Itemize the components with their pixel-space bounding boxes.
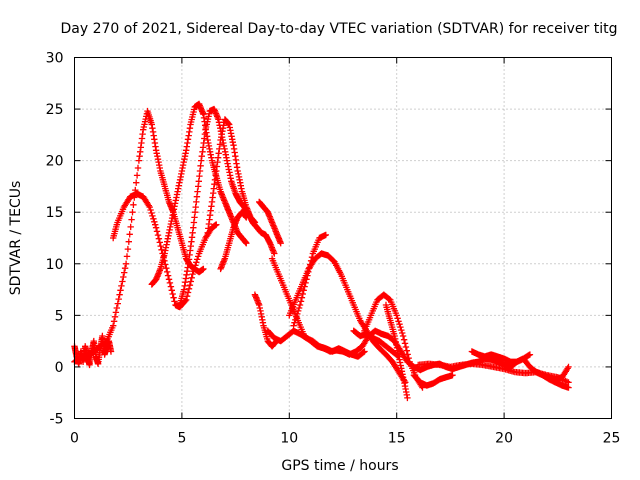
x-tick-label: 10	[280, 431, 298, 447]
axis-ticks	[74, 57, 612, 419]
y-tick-label: 0	[55, 360, 64, 376]
series-track-p	[256, 198, 284, 247]
data-point-markers	[290, 231, 329, 329]
series-track-r	[350, 327, 402, 360]
y-tick-label: -5	[50, 412, 64, 428]
series-track-t	[533, 368, 572, 391]
x-axis-label: GPS time / hours	[281, 458, 398, 474]
series-track-o	[251, 291, 280, 350]
y-tick-label: 10	[46, 257, 64, 273]
y-tick-label: 15	[46, 205, 64, 221]
y-tick-label: 30	[46, 51, 64, 67]
chart-title: Day 270 of 2021, Sidereal Day-to-day VTE…	[61, 21, 618, 37]
series-track-f	[217, 209, 250, 273]
data-point-markers	[217, 209, 250, 273]
series-track-s	[410, 372, 456, 389]
x-tick-label: 5	[177, 431, 186, 447]
y-axis-label: SDTVAR / TECUs	[8, 181, 24, 296]
series-track-i	[290, 231, 329, 329]
y-tick-labels: -5 0 5 10 15 20 25 30	[46, 51, 64, 428]
y-tick-label: 25	[46, 102, 64, 118]
x-tick-label: 20	[495, 431, 513, 447]
data-point-markers	[251, 291, 280, 350]
x-tick-labels: 0 5 10 15 20 25	[70, 431, 620, 447]
data-point-markers	[264, 327, 368, 360]
grid-lines	[74, 57, 612, 419]
data-points	[71, 100, 572, 402]
plot-frame	[74, 57, 612, 419]
series-track-b	[110, 190, 220, 311]
series-track-e	[204, 116, 259, 236]
x-tick-label: 0	[70, 431, 79, 447]
data-point-markers	[410, 372, 456, 389]
series-track-q	[264, 327, 368, 360]
data-point-markers	[468, 348, 534, 365]
x-tick-label: 15	[388, 431, 406, 447]
data-point-markers	[110, 190, 220, 311]
data-point-markers	[256, 198, 284, 247]
data-point-markers	[204, 116, 259, 236]
data-point-markers	[350, 327, 402, 360]
y-tick-label: 20	[46, 154, 64, 170]
y-tick-label: 5	[55, 308, 64, 324]
data-point-markers	[533, 368, 572, 391]
x-tick-label: 25	[603, 431, 621, 447]
series-track-m	[468, 348, 534, 365]
